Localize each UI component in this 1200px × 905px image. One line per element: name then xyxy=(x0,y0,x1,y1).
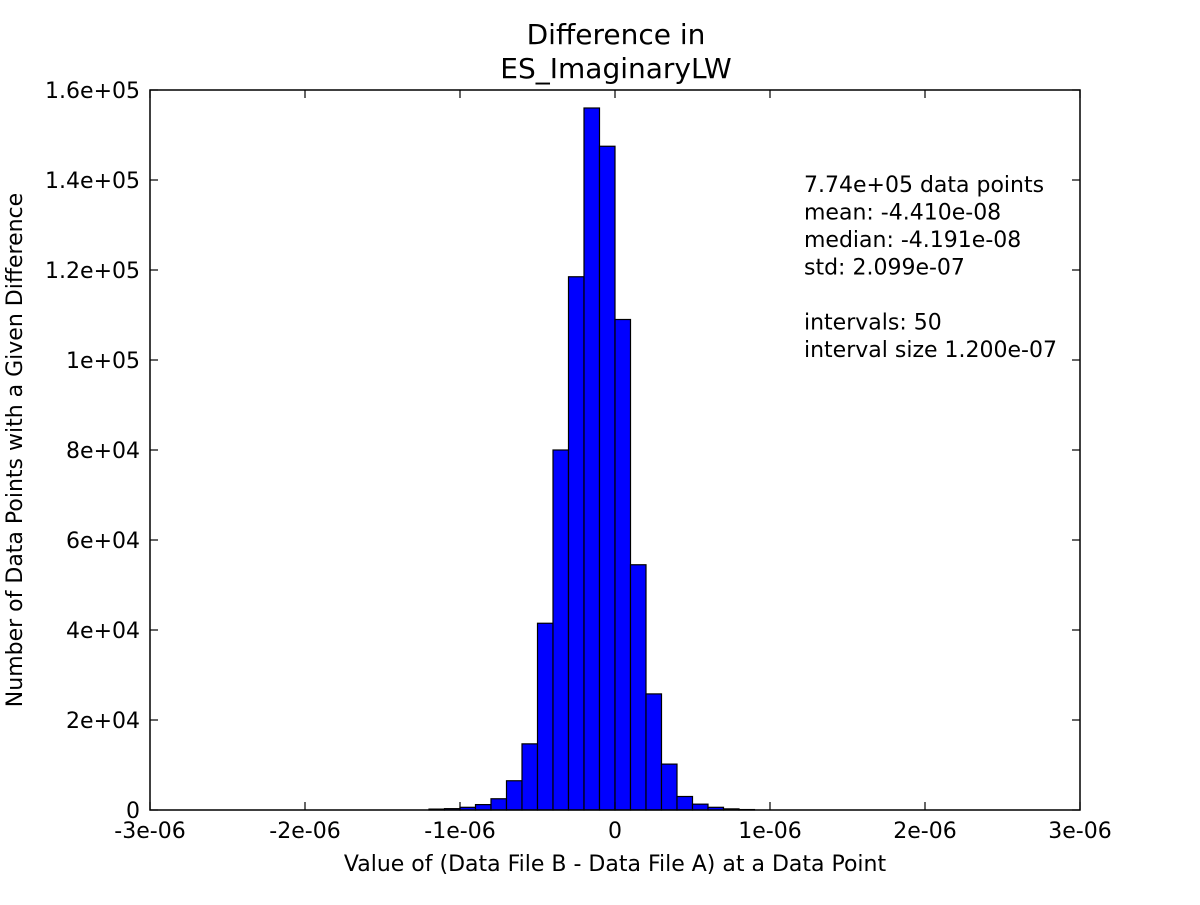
histogram-bar-8 xyxy=(553,450,569,810)
y-tick-label-4: 8e+04 xyxy=(66,439,140,464)
histogram-bar-10 xyxy=(584,108,600,810)
histogram-bar-3 xyxy=(476,805,492,810)
stats-annotation-line-3: std: 2.099e-07 xyxy=(804,256,965,281)
x-tick-label-4: 1e-06 xyxy=(738,819,801,844)
histogram-bar-12 xyxy=(615,320,631,811)
y-tick-label-3: 6e+04 xyxy=(66,529,140,554)
stats-annotation-line-6: interval size 1.200e-07 xyxy=(804,338,1057,363)
x-axis-label: Value of (Data File B - Data File A) at … xyxy=(344,852,887,877)
y-tick-label-6: 1.2e+05 xyxy=(45,259,140,284)
histogram-bar-13 xyxy=(631,565,647,810)
histogram-bar-6 xyxy=(522,744,538,810)
histogram-bar-11 xyxy=(600,146,616,810)
histogram-bar-17 xyxy=(693,804,709,810)
histogram-bar-14 xyxy=(646,694,662,810)
x-tick-label-0: -3e-06 xyxy=(114,819,185,844)
y-tick-label-0: 0 xyxy=(126,799,140,824)
x-tick-label-2: -1e-06 xyxy=(424,819,495,844)
stats-annotation-line-1: mean: -4.410e-08 xyxy=(804,201,1001,226)
histogram-bar-9 xyxy=(569,277,585,810)
y-tick-label-8: 1.6e+05 xyxy=(45,79,140,104)
y-tick-label-1: 2e+04 xyxy=(66,709,140,734)
histogram-bar-16 xyxy=(677,797,693,811)
stats-annotation-line-0: 7.74e+05 data points xyxy=(804,173,1044,198)
y-tick-label-2: 4e+04 xyxy=(66,619,140,644)
stats-annotation-line-5: intervals: 50 xyxy=(804,311,942,336)
bars-layer xyxy=(429,108,755,810)
x-tick-label-6: 3e-06 xyxy=(1048,819,1111,844)
histogram-bar-4 xyxy=(491,799,507,810)
histogram-bar-5 xyxy=(507,781,523,810)
histogram-bar-7 xyxy=(538,623,554,810)
chart-title-line-2: ES_ImaginaryLW xyxy=(500,52,731,85)
x-tick-label-3: 0 xyxy=(608,819,622,844)
stats-annotation: 7.74e+05 data points mean: -4.410e-08medi… xyxy=(804,173,1057,363)
y-axis-label: Number of Data Points with a Given Diffe… xyxy=(3,193,28,707)
chart-title-line-1: Difference in xyxy=(527,18,706,51)
histogram-bar-15 xyxy=(662,764,678,810)
y-tick-label-5: 1e+05 xyxy=(66,349,140,374)
y-tick-label-7: 1.4e+05 xyxy=(45,169,140,194)
x-tick-label-5: 2e-06 xyxy=(893,819,956,844)
x-tick-label-1: -2e-06 xyxy=(269,819,340,844)
stats-annotation-line-2: median: -4.191e-08 xyxy=(804,228,1021,253)
